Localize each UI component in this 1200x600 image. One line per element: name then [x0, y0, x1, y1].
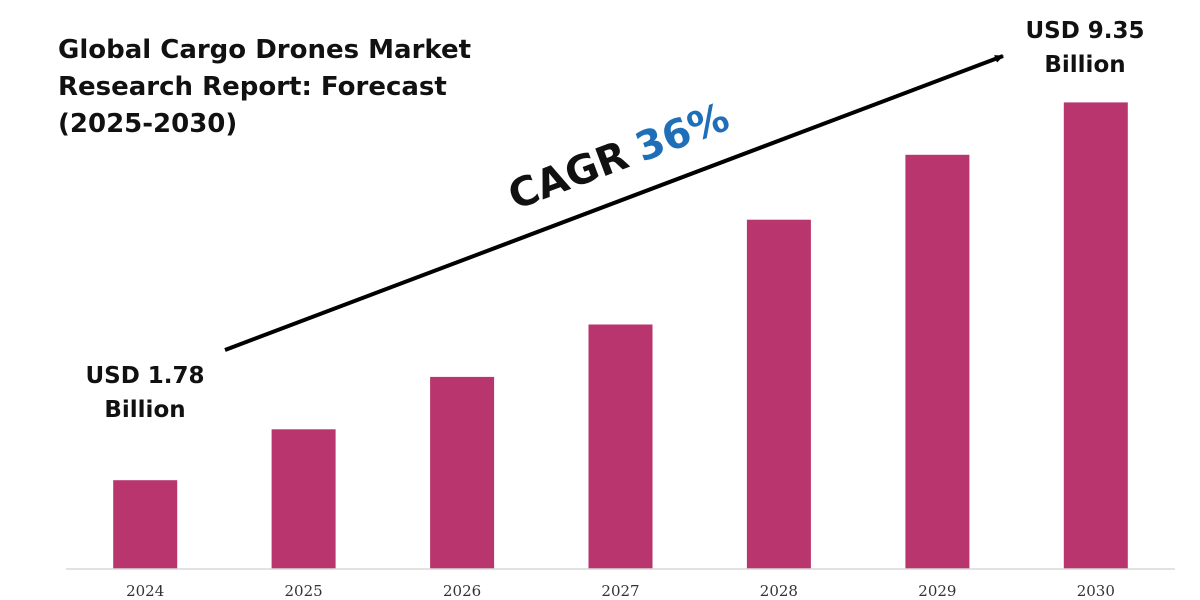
start-value-callout: USD 1.78 Billion	[60, 359, 230, 427]
bar-2028	[746, 219, 811, 569]
growth-arrow	[224, 54, 1004, 352]
chart-title: Global Cargo Drones Market Research Repo…	[58, 35, 472, 139]
bar-2029	[905, 154, 970, 570]
x-tick-label: 2027	[601, 582, 639, 600]
cagr-value: 36%	[629, 94, 735, 171]
bar-2024	[113, 480, 178, 569]
cagr-label: CAGR	[502, 133, 634, 220]
start-value-amount: USD 1.78	[85, 363, 205, 389]
end-value-callout: USD 9.35 Billion	[1000, 14, 1170, 82]
x-tick-label: 2026	[443, 582, 481, 600]
x-tick-label: 2024	[126, 582, 164, 600]
x-tick-labels: 2024 2025 2026 2027 2028 2029 2030	[126, 582, 1115, 600]
bar-2026	[430, 376, 495, 569]
bars-group	[113, 102, 1128, 570]
end-value-amount: USD 9.35	[1025, 18, 1145, 44]
bar-2030	[1063, 102, 1128, 570]
start-value-unit: Billion	[104, 397, 186, 423]
x-tick-label: 2030	[1077, 582, 1115, 600]
x-tick-label: 2028	[760, 582, 798, 600]
end-value-unit: Billion	[1044, 52, 1126, 78]
bar-2027	[588, 324, 653, 569]
x-tick-label: 2029	[918, 582, 956, 600]
x-tick-label: 2025	[285, 582, 323, 600]
bar-2025	[271, 429, 336, 569]
